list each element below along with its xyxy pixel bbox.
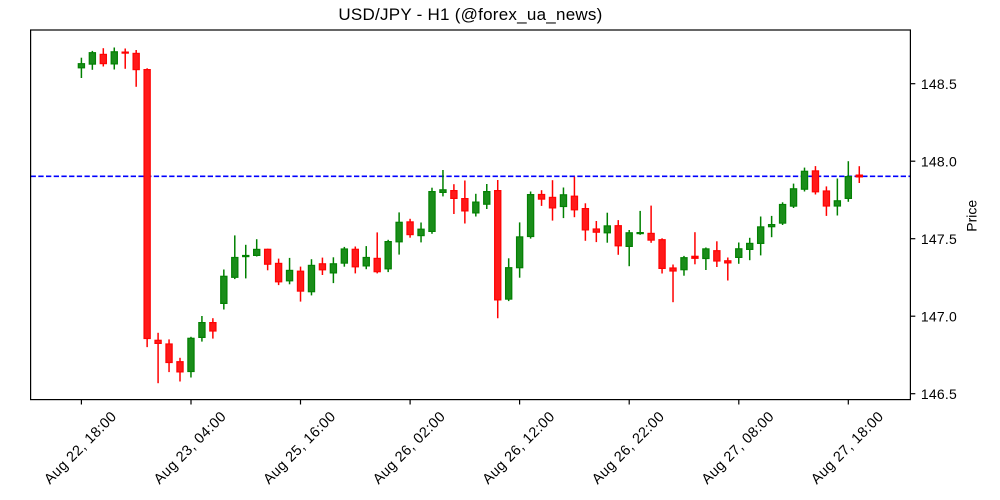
svg-text:147.0: 147.0	[921, 309, 957, 325]
svg-text:USD/JPY - H1 (@forex_ua_news): USD/JPY - H1 (@forex_ua_news)	[338, 5, 602, 24]
svg-text:146.5: 146.5	[921, 386, 957, 402]
svg-text:148.0: 148.0	[921, 154, 957, 170]
svg-text:147.5: 147.5	[921, 231, 957, 247]
svg-text:148.5: 148.5	[921, 76, 957, 92]
svg-text:Price: Price	[963, 200, 979, 232]
